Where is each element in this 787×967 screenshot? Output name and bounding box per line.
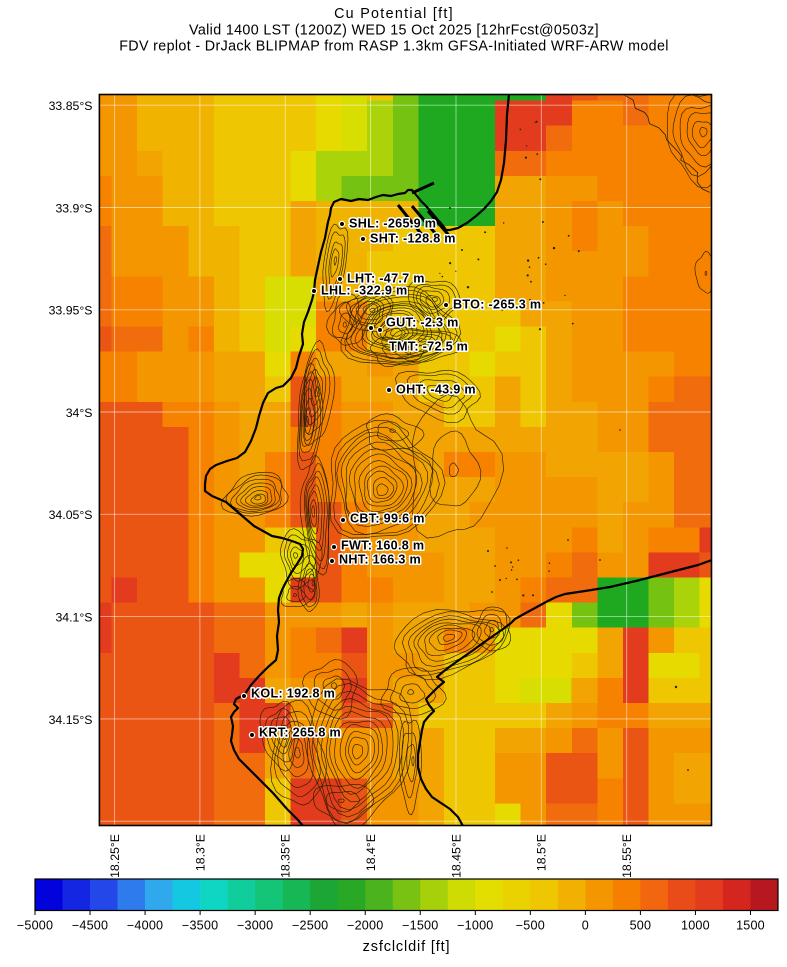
svg-text:18.25°E: 18.25°E — [108, 834, 122, 878]
svg-text:−1500: −1500 — [402, 919, 438, 933]
svg-text:Valid 1400 LST (1200Z) WED 15: Valid 1400 LST (1200Z) WED 15 Oct 2025 [… — [189, 23, 599, 39]
svg-text:LHT: -47.7 m: LHT: -47.7 m — [347, 272, 425, 286]
svg-text:34.15°S: 34.15°S — [49, 713, 93, 727]
svg-text:33.95°S: 33.95°S — [49, 304, 93, 318]
svg-text:BTO: -265.3 m: BTO: -265.3 m — [453, 298, 541, 312]
svg-text:TMT: -72.5 m: TMT: -72.5 m — [389, 340, 468, 354]
svg-text:−3500: −3500 — [182, 919, 218, 933]
svg-text:FWT: 160.8 m: FWT: 160.8 m — [341, 539, 424, 553]
svg-text:−4000: −4000 — [127, 919, 163, 933]
svg-text:500: 500 — [630, 919, 652, 933]
svg-text:18.5°E: 18.5°E — [535, 834, 549, 871]
svg-text:34.1°S: 34.1°S — [55, 611, 92, 625]
svg-text:0: 0 — [582, 919, 589, 933]
svg-text:SHT: -128.8 m: SHT: -128.8 m — [370, 232, 456, 246]
svg-text:FDV replot - DrJack BLIPMAP fr: FDV replot - DrJack BLIPMAP from RASP 1.… — [119, 39, 669, 55]
svg-text:18.35°E: 18.35°E — [279, 834, 293, 878]
svg-text:KRT: 265.8 m: KRT: 265.8 m — [259, 726, 341, 740]
svg-text:1500: 1500 — [736, 919, 765, 933]
svg-text:NHT: 166.3 m: NHT: 166.3 m — [339, 553, 421, 567]
svg-text:SHL: -265.9 m: SHL: -265.9 m — [349, 217, 436, 231]
svg-text:18.55°E: 18.55°E — [620, 834, 634, 878]
svg-text:−500: −500 — [516, 919, 545, 933]
svg-text:Cu Potential [ft]: Cu Potential [ft] — [334, 6, 454, 22]
svg-text:33.85°S: 33.85°S — [49, 99, 93, 113]
svg-text:18.4°E: 18.4°E — [364, 834, 378, 871]
svg-text:−2000: −2000 — [347, 919, 383, 933]
svg-text:18.45°E: 18.45°E — [449, 834, 463, 878]
svg-text:34°S: 34°S — [66, 406, 93, 420]
svg-text:18.3°E: 18.3°E — [193, 834, 207, 871]
svg-text:−3000: −3000 — [237, 919, 273, 933]
svg-text:zsfclcldif [ft]: zsfclcldif [ft] — [363, 939, 451, 955]
svg-text:CBT: 99.6 m: CBT: 99.6 m — [350, 512, 425, 526]
svg-text:33.9°S: 33.9°S — [55, 201, 92, 215]
svg-text:OHT: -43.9 m: OHT: -43.9 m — [396, 383, 476, 397]
svg-text:−4500: −4500 — [72, 919, 108, 933]
svg-text:KOL: 192.8 m: KOL: 192.8 m — [251, 687, 335, 701]
svg-text:1000: 1000 — [681, 919, 710, 933]
svg-text:LHL: -322.9 m: LHL: -322.9 m — [321, 284, 407, 298]
svg-text:−2500: −2500 — [292, 919, 328, 933]
svg-text:−5000: −5000 — [17, 919, 53, 933]
svg-text:−1000: −1000 — [457, 919, 493, 933]
svg-text:GUT: -2.3 m: GUT: -2.3 m — [386, 316, 459, 330]
svg-text:34.05°S: 34.05°S — [49, 508, 93, 522]
